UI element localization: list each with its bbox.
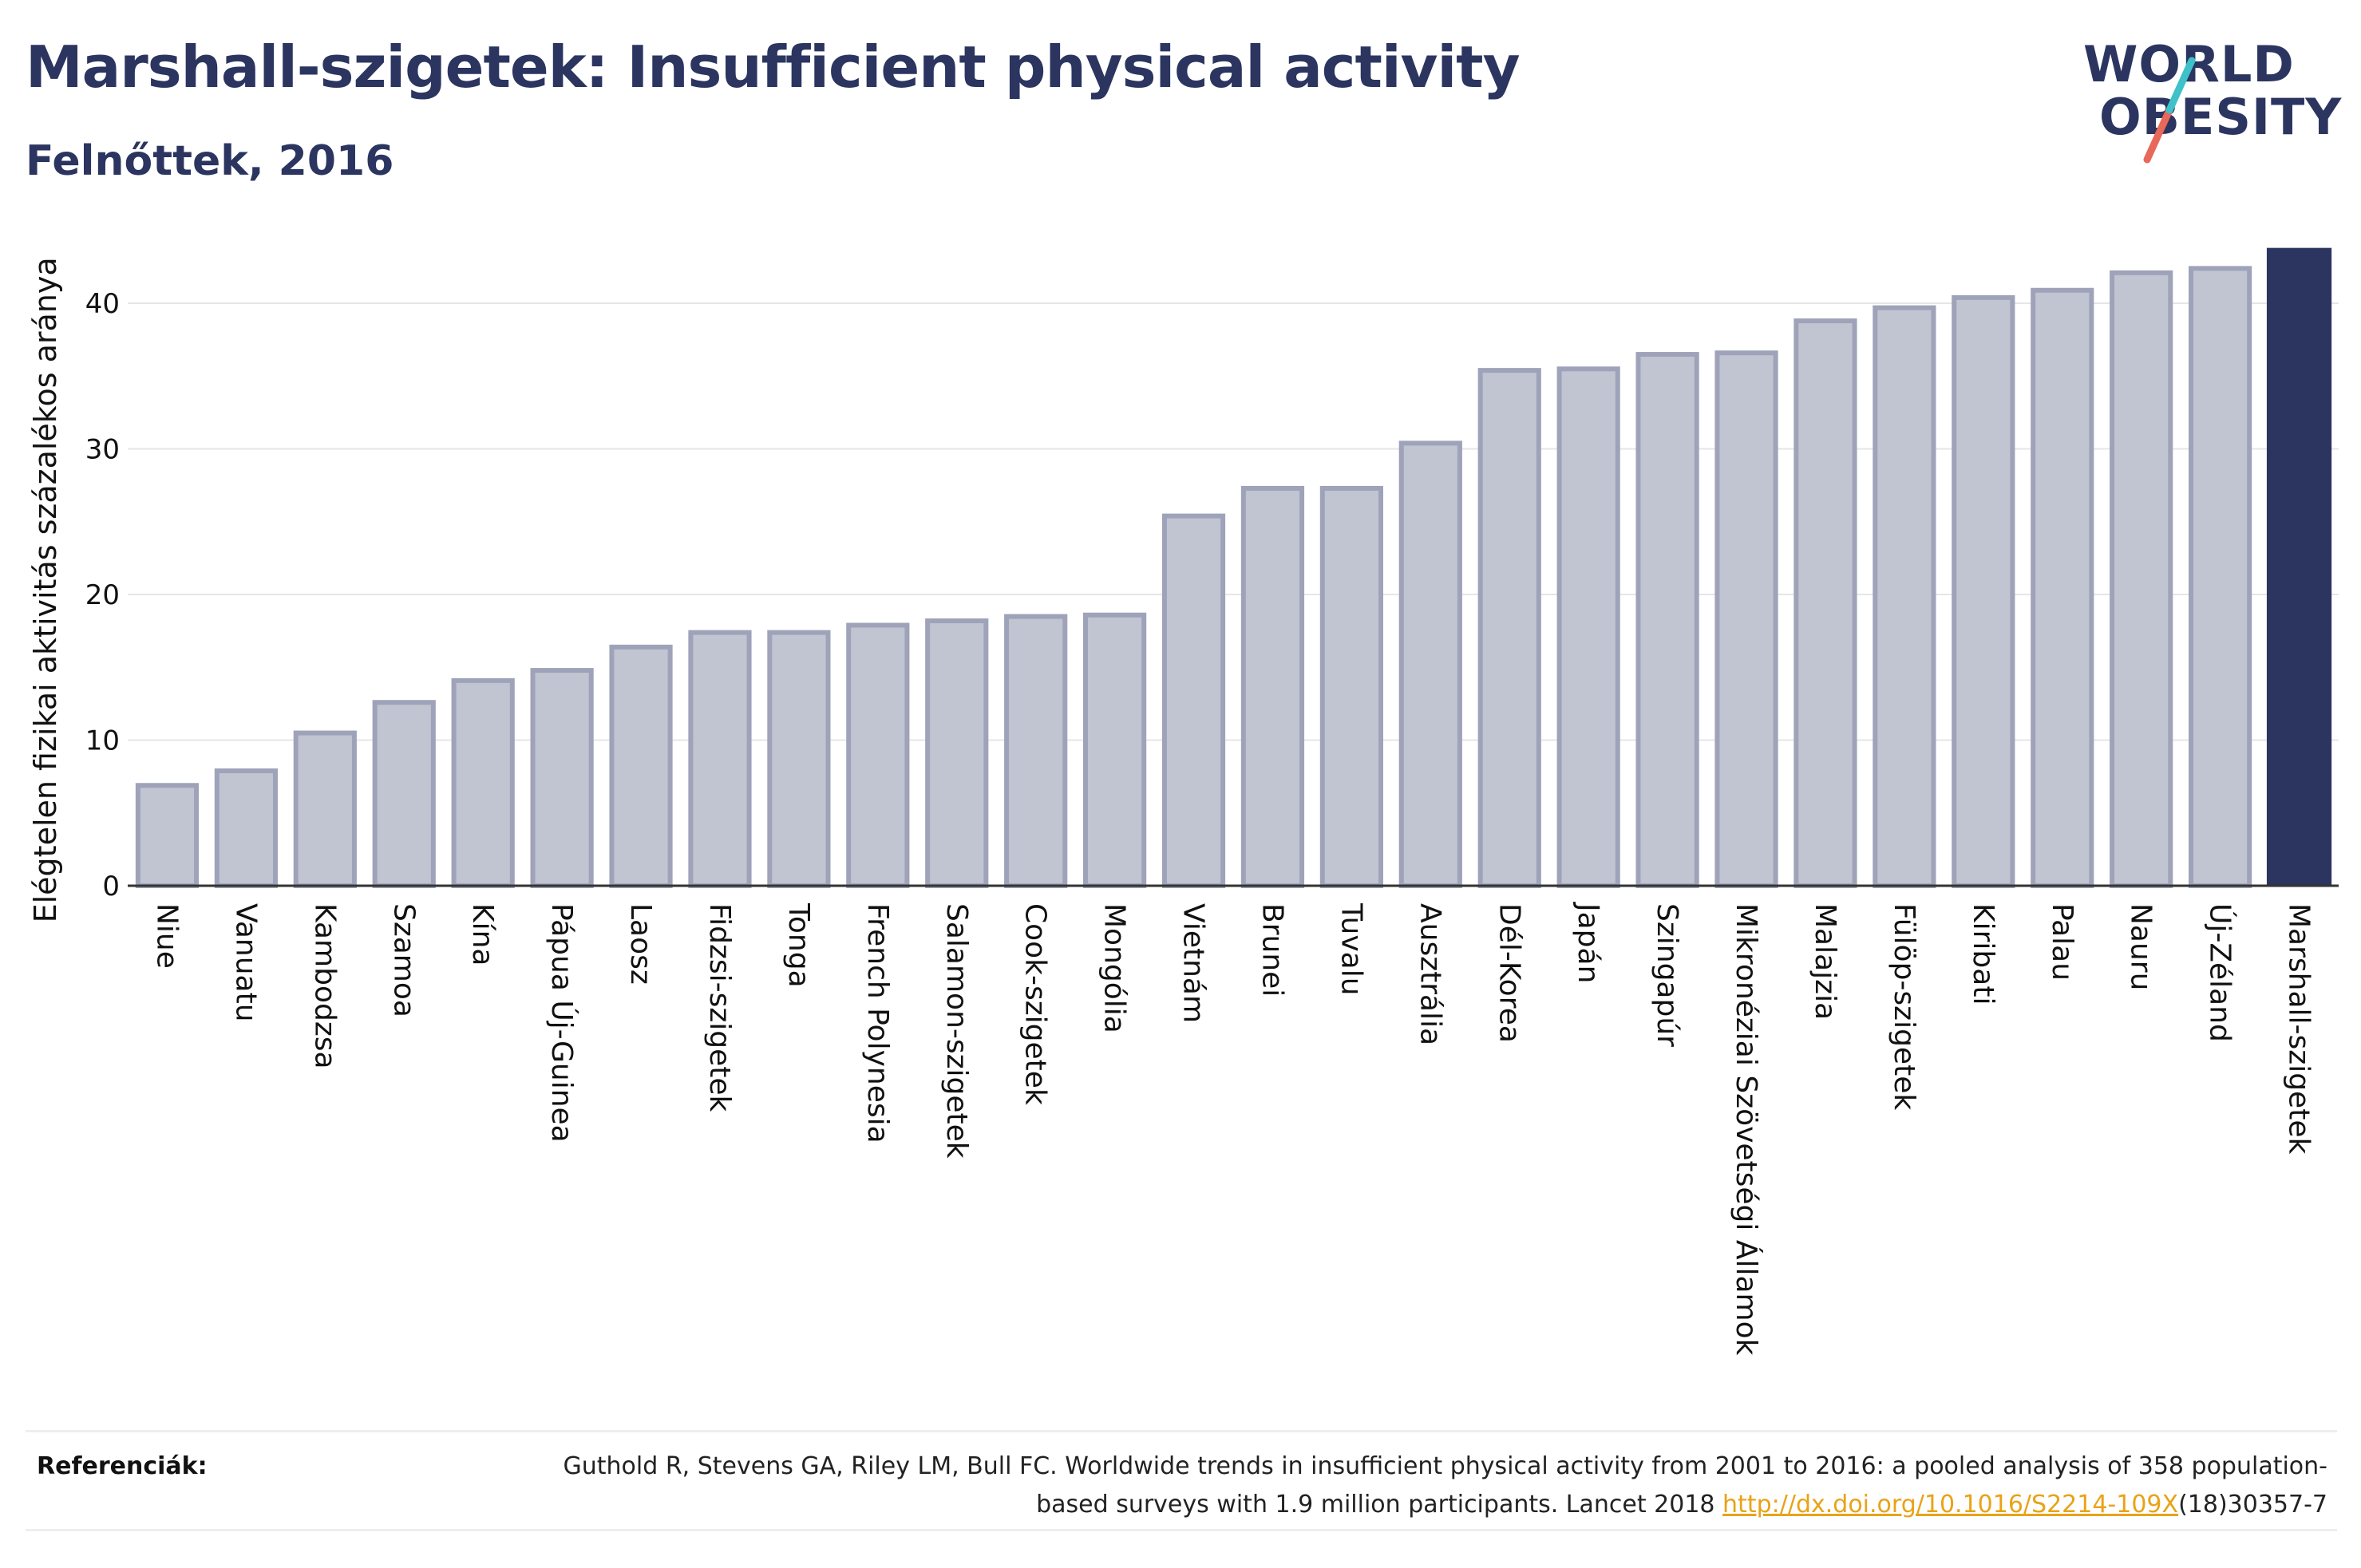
x-tick-label: Szamoa [387, 903, 420, 1017]
x-tick-label: Ausztrália [1414, 903, 1446, 1045]
x-tick-label: Dél-Korea [1493, 903, 1525, 1043]
references-divider-top [26, 1430, 2337, 1432]
x-tick-label: Cook-szigetek [1019, 903, 1052, 1105]
bar [1319, 485, 1383, 888]
x-tick-label: Marshall-szigetek [2283, 903, 2316, 1154]
bar [1873, 305, 1936, 888]
y-tick-label: 20 [85, 579, 120, 611]
x-tick-label: Tuvalu [1335, 902, 1367, 996]
references-doi-link[interactable]: http://dx.doi.org/10.1016/S2214-109X [1722, 1491, 2179, 1519]
chart-subtitle: Felnőttek, 2016 [26, 137, 394, 185]
bar [1161, 513, 1226, 888]
world-obesity-logo: WORLD OBESITY [2083, 40, 2347, 168]
bar [1714, 350, 1778, 889]
logo-slash-icon [2143, 57, 2196, 164]
bar [1083, 612, 1147, 888]
x-tick-label: Mikronéziai Szövetségi Államok [1730, 903, 1763, 1356]
bar [1004, 614, 1068, 888]
bar [609, 644, 673, 888]
bar [2031, 287, 2094, 888]
bar [1793, 318, 1857, 888]
x-tick-label: Salamon-szigetek [940, 903, 973, 1159]
x-tick-label: Vietnám [1177, 903, 1210, 1023]
references-text: Guthold R, Stevens GA, Riley LM, Bull FC… [492, 1448, 2327, 1524]
bar [1952, 294, 2015, 888]
logo-word-bottom: OBESITY [2099, 88, 2343, 146]
x-tick-label: French Polynesia [861, 903, 894, 1143]
bar [214, 768, 278, 888]
bar-highlight [2266, 247, 2332, 886]
x-tick-label: Kambodzsa [308, 903, 341, 1069]
x-tick-label: Brunei [1256, 903, 1288, 997]
bar-chart: 0 10 20 30 40 Elégtelen fizikai aktivitás szá… [28, 247, 2339, 1356]
chart-title: Marshall-szigetek: Insufficient physical… [26, 34, 1521, 101]
x-tick-label: Japán [1572, 902, 1604, 983]
bar [846, 622, 910, 888]
bar [1556, 366, 1620, 888]
bar [1398, 440, 1462, 888]
x-tick-label: Kína [466, 903, 499, 966]
y-tick-label: 40 [85, 288, 120, 320]
bar [135, 783, 200, 888]
x-tick-label: Pápua Új-Guinea [545, 903, 579, 1143]
bar [530, 668, 594, 888]
bar [1477, 368, 1541, 888]
x-tick-label: Palau [2046, 903, 2078, 981]
y-tick-label: 0 [102, 871, 120, 902]
x-tick-label: Tonga [782, 902, 815, 988]
x-tick-label: Laosz [624, 903, 657, 985]
x-tick-label: Mongólia [1098, 903, 1131, 1033]
references-divider-bottom [26, 1529, 2337, 1531]
bar [293, 730, 357, 888]
bar [2189, 266, 2252, 888]
x-tick-label: Niue [150, 903, 183, 969]
references-label: Referenciák: [37, 1452, 208, 1480]
y-axis-label: Elégtelen fizikai aktivitás százalékos a… [28, 257, 63, 922]
x-tick-label: Fülöp-szigetek [1888, 903, 1920, 1110]
bar [925, 618, 989, 889]
bar [2110, 270, 2173, 889]
references-citation: Guthold R, Stevens GA, Riley LM, Bull FC… [563, 1452, 2327, 1519]
x-tick-label: Vanuatu [229, 903, 262, 1022]
references-citation-suffix: (18)30357-7 [2178, 1491, 2327, 1519]
x-tick-label: Kiribati [1967, 903, 1999, 1005]
bar [451, 677, 515, 888]
x-tick-label: Fidzsi-szigetek [703, 903, 736, 1112]
x-tick-label: Szingapúr [1651, 903, 1683, 1047]
x-tick-label: Új-Zéland [2204, 903, 2237, 1042]
bar [688, 630, 752, 888]
bar [767, 630, 831, 888]
bar [372, 700, 436, 888]
bar [1240, 485, 1305, 888]
x-tick-label: Malajzia [1809, 903, 1841, 1020]
y-tick-label: 30 [85, 434, 120, 466]
y-tick-label: 10 [85, 725, 120, 757]
x-tick-label: Nauru [2125, 903, 2157, 990]
bar [1635, 352, 1699, 888]
